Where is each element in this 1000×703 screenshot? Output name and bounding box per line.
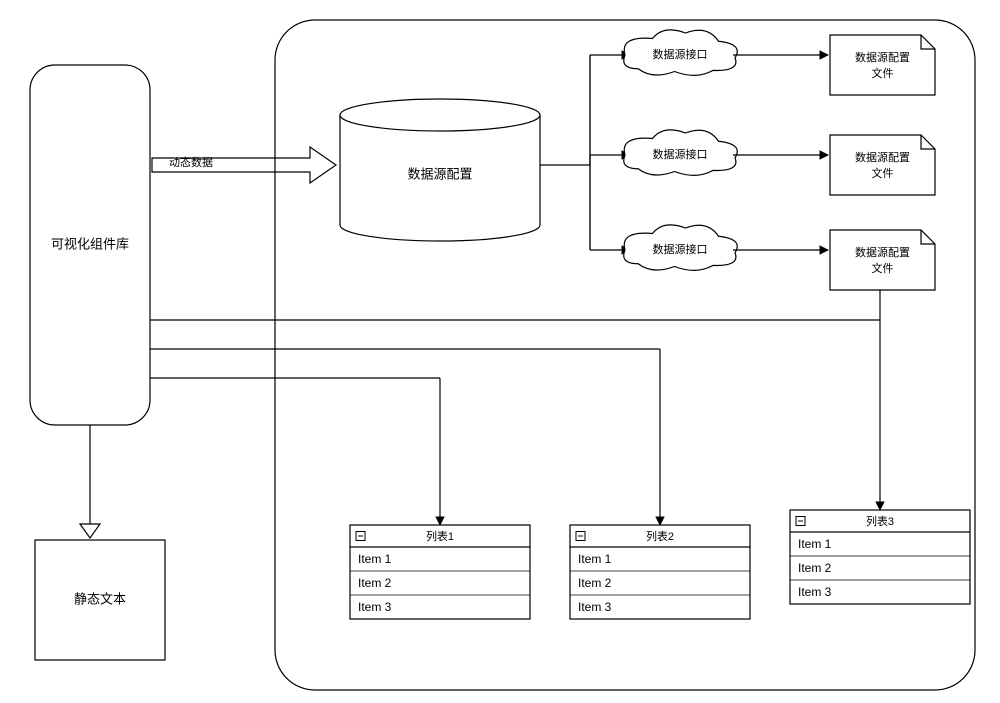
svg-text:可视化组件库: 可视化组件库 <box>51 236 129 251</box>
architecture-diagram: 可视化组件库动态数据数据源配置数据源接口数据源接口数据源接口数据源配置文件数据源… <box>0 0 1000 703</box>
svg-text:数据源配置: 数据源配置 <box>855 50 910 64</box>
list-title: 列表2 <box>646 529 674 543</box>
datasource-config-file-0: 数据源配置文件 <box>830 35 935 95</box>
list-item: Item 3 <box>798 585 832 599</box>
list-item: Item 1 <box>358 552 392 566</box>
svg-text:文件: 文件 <box>872 166 894 180</box>
svg-text:动态数据: 动态数据 <box>169 155 213 169</box>
svg-text:数据源配置: 数据源配置 <box>407 166 472 181</box>
list-widget-2: 列表3 Item 1 Item 2 Item 3 <box>790 510 970 604</box>
list-title: 列表1 <box>426 529 454 543</box>
datasource-interface-cloud-1: 数据源接口 <box>624 130 738 175</box>
datasource-interface-cloud-0: 数据源接口 <box>624 30 738 75</box>
svg-text:数据源接口: 数据源接口 <box>653 147 708 161</box>
svg-text:静态文本: 静态文本 <box>74 591 126 606</box>
svg-text:文件: 文件 <box>872 66 894 80</box>
list-widget-1: 列表2 Item 1 Item 2 Item 3 <box>570 525 750 619</box>
list-item: Item 1 <box>798 537 832 551</box>
list-item: Item 2 <box>798 561 832 575</box>
list-item: Item 1 <box>578 552 612 566</box>
svg-text:文件: 文件 <box>872 261 894 275</box>
hollow-arrowhead-icon <box>80 524 100 538</box>
list-item: Item 2 <box>358 576 392 590</box>
list-item: Item 3 <box>578 600 612 614</box>
svg-text:数据源配置: 数据源配置 <box>855 245 910 259</box>
svg-text:数据源接口: 数据源接口 <box>653 242 708 256</box>
datasource-interface-cloud-2: 数据源接口 <box>624 225 738 270</box>
list-item: Item 2 <box>578 576 612 590</box>
svg-text:数据源配置: 数据源配置 <box>855 150 910 164</box>
list-title: 列表3 <box>866 514 894 528</box>
datasource-config-file-1: 数据源配置文件 <box>830 135 935 195</box>
svg-text:数据源接口: 数据源接口 <box>653 47 708 61</box>
datasource-config-file-2: 数据源配置文件 <box>830 230 935 290</box>
list-widget-0: 列表1 Item 1 Item 2 Item 3 <box>350 525 530 619</box>
list-item: Item 3 <box>358 600 392 614</box>
